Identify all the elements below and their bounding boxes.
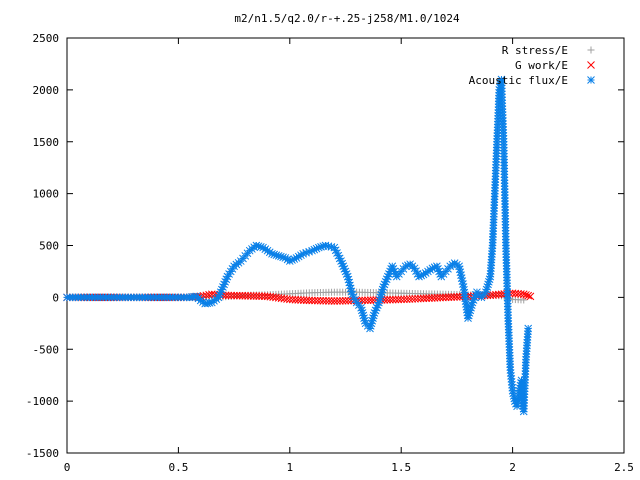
data-point (363, 296, 372, 305)
data-point (346, 284, 355, 293)
data-point (319, 296, 328, 305)
data-point (238, 291, 247, 300)
data-point (519, 290, 528, 299)
data-point (233, 291, 241, 300)
legend-label: Acoustic flux/E (469, 74, 568, 87)
data-point (249, 292, 258, 300)
data-point (388, 295, 397, 304)
data-point (524, 324, 533, 333)
data-point (344, 296, 353, 305)
data-point (230, 291, 238, 300)
data-point (338, 296, 347, 305)
data-point (322, 296, 330, 305)
data-point (227, 291, 236, 300)
legend-label: G work/E (515, 59, 568, 72)
data-point (308, 296, 316, 305)
data-point (252, 292, 261, 300)
y-tick-label: 0 (52, 291, 59, 304)
data-point (522, 291, 530, 299)
data-point (336, 297, 344, 305)
x-tick-label: 1 (286, 461, 293, 474)
data-point (316, 296, 325, 305)
data-point (224, 291, 233, 300)
data-point (361, 296, 369, 305)
legend-marker (587, 46, 595, 54)
y-tick-label: -1500 (26, 447, 59, 460)
y-tick-label: -1000 (26, 395, 59, 408)
data-point (391, 295, 400, 304)
data-point (383, 295, 392, 304)
data-point (524, 291, 533, 300)
y-axis: 2500 2000 1500 1000 500 0 -500 -1000 -1500 (26, 32, 624, 460)
data-point (394, 295, 403, 304)
y-tick-label: -500 (33, 343, 60, 356)
data-point (221, 291, 230, 300)
y-tick-label: 500 (39, 240, 59, 253)
data-point (324, 242, 333, 251)
data-point (386, 295, 394, 304)
series-2 (63, 75, 533, 416)
chart-title: m2/n1.5/q2.0/r-+.25-j258/M1.0/1024 (234, 12, 460, 25)
data-point (235, 291, 244, 300)
x-tick-label: 0 (64, 461, 71, 474)
data-point (246, 292, 255, 300)
data-point (258, 292, 266, 301)
data-point (341, 296, 350, 305)
y-tick-label: 1500 (33, 136, 60, 149)
data-point (313, 296, 322, 305)
data-point (244, 292, 252, 300)
x-tick-label: 1.5 (391, 461, 411, 474)
x-tick-label: 2.5 (614, 461, 634, 474)
data-point (255, 292, 264, 300)
y-tick-label: 2500 (33, 32, 60, 45)
data-point (330, 297, 339, 305)
data-point (526, 292, 535, 301)
legend-marker (587, 61, 595, 69)
x-axis: 0 0.5 1 1.5 2 2.5 (64, 38, 634, 474)
legend-label: R stress/E (502, 44, 568, 57)
y-tick-label: 2000 (33, 84, 60, 97)
x-tick-label: 2 (509, 461, 516, 474)
data-point (241, 291, 250, 300)
y-tick-label: 1000 (33, 188, 60, 201)
legend: R stress/E G work/E Acoustic flux/E (469, 44, 595, 87)
series-layer (63, 75, 535, 416)
data-point (324, 297, 333, 305)
plot-frame (66, 37, 625, 454)
data-point (305, 296, 314, 305)
data-point (335, 254, 344, 263)
data-point (327, 297, 336, 305)
plot-border (66, 37, 625, 454)
data-point (366, 296, 375, 305)
data-point (311, 296, 319, 305)
data-point (333, 297, 341, 305)
legend-marker (587, 76, 595, 84)
data-point (455, 262, 463, 271)
x-tick-label: 0.5 (168, 461, 188, 474)
